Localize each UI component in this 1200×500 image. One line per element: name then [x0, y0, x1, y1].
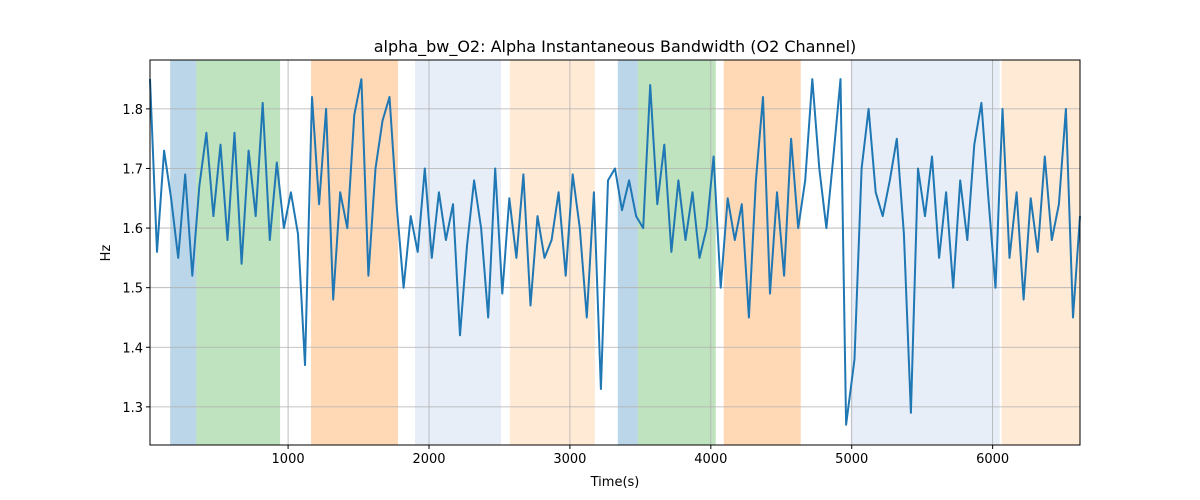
chart-title: alpha_bw_O2: Alpha Instantaneous Bandwid…: [374, 37, 857, 57]
shaded-span: [1001, 60, 1080, 445]
shaded-span: [637, 60, 716, 445]
x-tick-label: 1000: [272, 452, 305, 467]
shaded-spans: [170, 60, 1080, 445]
shaded-span: [617, 60, 638, 445]
y-tick-label: 1.6: [122, 222, 143, 237]
series-line-alpha_bw_O2: [149, 78, 1081, 426]
axes-frame: [149, 59, 1081, 446]
x-tick-label: 3000: [553, 452, 586, 467]
x-axis: 1000 2000 3000 4000 5000 6000: [272, 445, 1009, 467]
shaded-span: [850, 60, 1000, 445]
x-tick-label: 4000: [694, 452, 727, 467]
y-axis: 1.3 1.4 1.5 1.6 1.7 1.8: [122, 103, 150, 416]
y-tick-label: 1.3: [122, 401, 143, 416]
y-tick-label: 1.8: [122, 103, 143, 118]
x-tick-label: 6000: [976, 452, 1009, 467]
series-layer: [149, 78, 1081, 426]
shaded-span: [170, 60, 197, 445]
shaded-span: [509, 60, 595, 445]
shaded-span: [196, 60, 281, 445]
x-tick-label: 2000: [412, 452, 445, 467]
y-tick-label: 1.4: [122, 341, 143, 356]
y-axis-label: Hz: [99, 245, 114, 262]
y-tick-label: 1.5: [122, 282, 143, 297]
shaded-span: [723, 60, 801, 445]
x-axis-label: Time(s): [590, 475, 640, 490]
y-tick-label: 1.7: [122, 162, 143, 177]
shaded-span: [415, 60, 502, 445]
x-tick-label: 5000: [835, 452, 868, 467]
